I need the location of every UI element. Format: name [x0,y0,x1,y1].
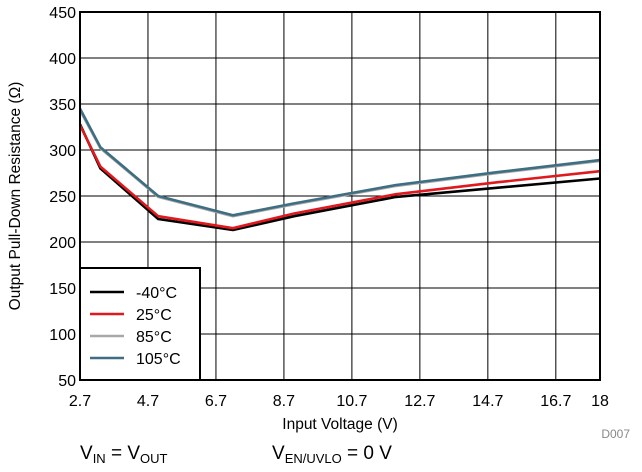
vin-condition-note: VIN = VOUT [80,443,167,466]
y-tick-label-4: 250 [49,189,76,206]
vout-subscript: OUT [140,451,168,466]
series-line-0 [78,123,601,232]
vin-symbol: V [80,443,93,464]
x-tick-label-7: 16.7 [540,393,571,410]
y-tick-label-2: 150 [49,281,76,298]
x-tick-label-2: 6.7 [205,393,227,410]
x-tick-label-8: 18 [591,393,609,410]
series-line-3 [78,107,601,217]
x-tick-label-3: 8.7 [273,393,295,410]
vin-subscript: IN [92,451,106,466]
plot-frame [79,11,601,381]
x-tick-label-6: 14.7 [472,393,503,410]
y-tick-label-6: 350 [49,97,76,114]
legend-label-0: -40°C [136,285,177,302]
legend-label-3: 105°C [136,351,181,368]
legend-label-2: 85°C [136,329,172,346]
x-tick-label-4: 10.7 [336,393,367,410]
legend: -40°C 25°C 85°C 105°C [79,267,201,381]
y-tick-label-7: 400 [49,51,76,68]
y-tick-labels: 50 100 150 200 250 300 350 400 450 [49,5,76,390]
y-tick-label-5: 300 [49,143,76,160]
x-tick-label-5: 12.7 [404,393,435,410]
ven-subscript: EN/UVLO [284,451,342,466]
ven-symbol: V [272,443,285,464]
vin-equals: = V [105,443,141,464]
x-tick-labels: 2.7 4.7 6.7 8.7 10.7 12.7 14.7 16.7 18 [69,393,609,410]
y-axis-label: Output Pull-Down Resistance (Ω) [7,82,24,311]
y-tick-label-8: 450 [49,5,76,22]
series-line-1 [78,124,601,230]
x-axis-label: Input Voltage (V) [282,416,397,433]
legend-box [79,267,201,381]
series-line-2 [78,109,601,218]
x-tick-label-1: 4.7 [137,393,159,410]
ven-condition-note: VEN/UVLO = 0 V [272,443,392,466]
y-tick-label-3: 200 [49,235,76,252]
legend-label-1: 25°C [136,307,172,324]
y-tick-label-1: 100 [49,327,76,344]
ven-equals: = 0 V [341,443,392,464]
data-series [78,107,601,232]
figure-id: D007 [601,427,630,441]
y-tick-label-0: 50 [58,373,76,390]
x-tick-label-0: 2.7 [69,393,91,410]
